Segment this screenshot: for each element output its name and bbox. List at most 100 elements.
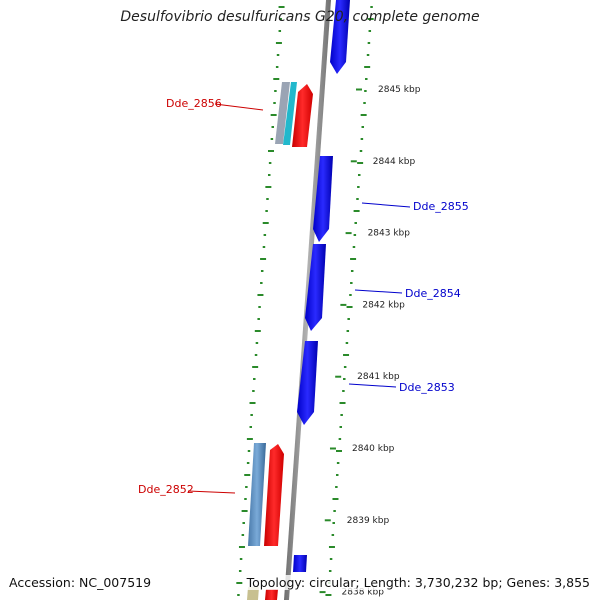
ruler-tick-label: 2840 kbp — [352, 444, 395, 454]
gc-dot — [338, 438, 342, 440]
gc-dot — [350, 282, 353, 284]
gc-dot — [242, 522, 245, 524]
gene-dde-2856-red[interactable] — [292, 84, 313, 147]
gc-dot — [237, 594, 240, 596]
gene-bottom-blue[interactable] — [293, 555, 307, 572]
gc-dot — [353, 234, 357, 236]
gc-dot — [265, 186, 272, 188]
gc-dot — [350, 270, 354, 272]
gc-dot — [249, 426, 253, 428]
ruler-tick-label: 2844 kbp — [373, 157, 416, 167]
gc-dot — [350, 258, 357, 260]
gene-label[interactable]: Dde_2856 — [166, 97, 222, 110]
gene-label[interactable]: Dde_2853 — [399, 381, 455, 394]
gc-dot — [335, 474, 339, 476]
gene-label-leader — [354, 289, 403, 294]
gc-dot — [270, 114, 277, 116]
gc-dot — [279, 18, 282, 20]
gc-dot — [246, 438, 253, 440]
gc-dot — [257, 318, 260, 320]
gc-dot — [253, 378, 256, 380]
gc-dot — [258, 306, 261, 308]
gc-dot — [356, 198, 359, 200]
gc-dot — [331, 534, 335, 536]
gc-dot — [249, 402, 256, 404]
gc-dot — [239, 558, 243, 560]
gene-label[interactable]: Dde_2852 — [138, 483, 194, 496]
position-ruler: 2838 kbp 2839 kbp 2840 kbp 2841 kbp 2842 kbp… — [319, 85, 421, 598]
gc-dot — [332, 522, 335, 524]
gc-dot — [238, 570, 242, 572]
gc-dot — [357, 174, 361, 176]
gc-dot — [254, 330, 261, 332]
ruler-tick-label: 2838 kbp — [342, 588, 385, 598]
gene-dde-2853[interactable] — [297, 341, 318, 425]
gene-labels: Dde_2856 Dde_2855 Dde_2854 Dde_2853 Dde_2852 — [138, 97, 469, 496]
gc-dot — [364, 90, 367, 92]
gc-dot — [336, 462, 340, 464]
gc-dot — [271, 126, 275, 128]
gene-dde-2852-steel[interactable] — [248, 443, 266, 546]
gc-dot — [241, 534, 245, 536]
gc-dot — [267, 174, 271, 176]
gene-label-leader — [348, 383, 397, 388]
gc-dot — [260, 270, 264, 272]
gc-dot — [339, 402, 346, 404]
gc-dot — [236, 582, 243, 584]
gc-dot — [328, 570, 332, 572]
gene-dde-2852-red[interactable] — [264, 444, 284, 546]
gc-dot — [353, 210, 360, 212]
gene-dde-2856-cluster-cyan[interactable] — [283, 82, 297, 145]
accession-text: Accession: NC_007519 — [9, 575, 156, 590]
gc-dot — [275, 42, 282, 44]
gc-dot — [333, 510, 336, 512]
gene-bottom-khaki[interactable] — [247, 587, 259, 600]
gc-dot — [346, 330, 350, 332]
gc-dot — [328, 546, 335, 548]
gc-dot — [352, 246, 356, 248]
gc-dot — [343, 378, 346, 380]
gene-bottom-red[interactable] — [265, 589, 278, 600]
gc-dot — [254, 354, 258, 356]
ruler-tick-label: 2843 kbp — [368, 229, 411, 239]
gc-dot — [329, 558, 333, 560]
gene-dde-2855[interactable] — [313, 156, 333, 242]
gc-dot — [359, 150, 363, 152]
gene-label[interactable]: Dde_2854 — [405, 287, 461, 300]
gc-dot — [278, 30, 282, 32]
gc-dot — [252, 390, 255, 392]
gc-dot — [347, 318, 350, 320]
gc-dot — [349, 294, 352, 296]
gc-dot — [357, 186, 360, 188]
gc-dot — [360, 114, 367, 116]
gc-dot — [332, 498, 339, 500]
gc-dot — [340, 414, 343, 416]
gc-dot — [343, 354, 350, 356]
gc-dot — [268, 150, 274, 152]
gc-dot — [238, 546, 245, 548]
gc-dot — [246, 462, 250, 464]
gc-dot — [361, 126, 365, 128]
gc-dot — [247, 450, 251, 452]
gene-dde-2856-cluster-grey[interactable] — [275, 82, 290, 144]
gene-label-leader — [361, 202, 411, 208]
gc-dot — [335, 486, 338, 488]
gc-dot — [346, 306, 353, 308]
gc-dot — [265, 210, 268, 212]
gc-dot — [266, 198, 269, 200]
gc-dot — [275, 66, 279, 68]
gc-dot — [336, 450, 342, 452]
gc-dot — [343, 366, 347, 368]
gc-dot — [245, 486, 248, 488]
gc-dot — [345, 342, 349, 344]
gene-dde-2854[interactable] — [305, 244, 326, 331]
genome-title: Desulfovibrio desulfuricans G20, complet… — [120, 9, 480, 25]
gene-label[interactable]: Dde_2855 — [413, 200, 469, 213]
gene-top-blue[interactable] — [330, 0, 350, 74]
genome-summary-text: Topology: circular; Length: 3,730,232 bp… — [242, 575, 590, 590]
gc-dot — [262, 246, 266, 248]
gc-dot — [357, 162, 364, 164]
ruler-tick-label: 2842 kbp — [362, 300, 405, 310]
gc-dot — [241, 510, 248, 512]
